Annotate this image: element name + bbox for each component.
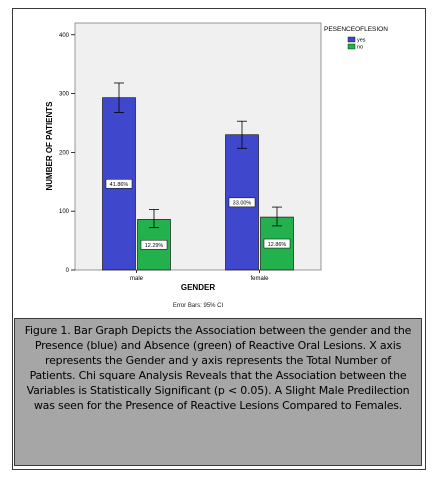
legend-label-no: no (357, 45, 363, 51)
error-bar-footnote: Error Bars: 95% CI (173, 303, 224, 309)
legend-label-yes: yes (357, 38, 366, 44)
data-label-box (140, 239, 168, 250)
y-tick-label: 100 (59, 209, 70, 215)
bars: 41.86% 12.29% 33.00% 12.86% (102, 82, 294, 271)
bar-chart: 0 100 200 300 400 41.86% 12.29% 33.00% 12.86% m… (13, 9, 423, 311)
figure-caption-box: Figure 1. Bar Graph Depicts the Associat… (14, 318, 422, 466)
data-label: 12.29% (145, 243, 164, 249)
y-axis-ticks: 0 100 200 300 400 (59, 33, 75, 274)
y-axis-label: NUMBER OF PATIENTS (45, 101, 54, 191)
x-axis-label: GENDER (181, 283, 215, 292)
data-label: 33.00% (233, 201, 252, 207)
y-tick-label: 400 (59, 33, 70, 39)
data-label-box (228, 197, 256, 208)
figure-caption: Figure 1. Bar Graph Depicts the Associat… (24, 324, 412, 412)
legend-swatch-yes (347, 36, 356, 43)
data-label-box (105, 179, 133, 189)
x-tick-label: female (250, 276, 269, 282)
legend-title: PESENCEOFLESION (324, 26, 388, 33)
legend-swatch-no (347, 43, 356, 50)
y-tick-label: 300 (59, 92, 70, 98)
y-tick-label: 200 (59, 150, 70, 156)
y-tick-label: 0 (66, 268, 70, 274)
x-axis-ticks: male female (130, 270, 269, 282)
data-label-box (263, 238, 291, 249)
data-label: 41.86% (110, 182, 129, 188)
data-label: 12.86% (268, 242, 287, 248)
x-tick-label: male (130, 276, 144, 282)
